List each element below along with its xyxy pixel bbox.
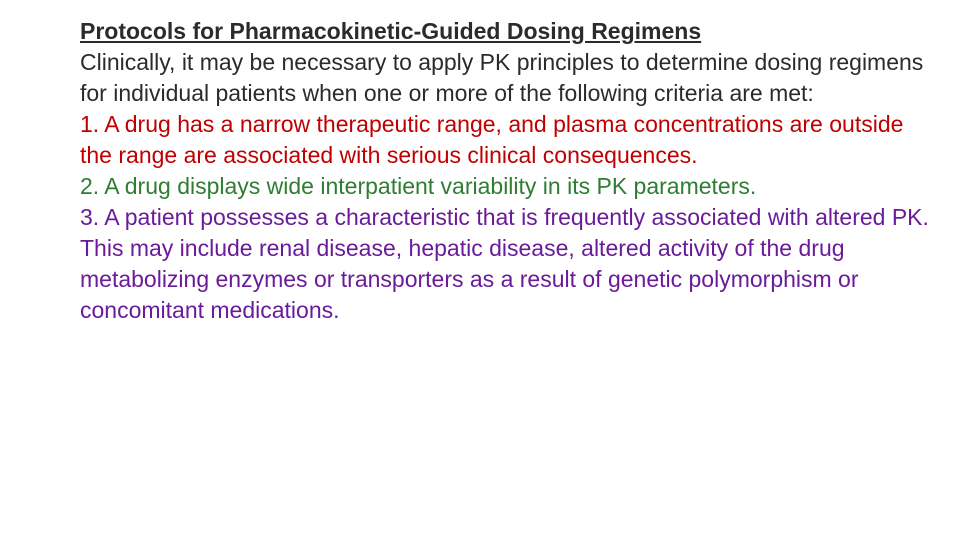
criteria-item-1: 1. A drug has a narrow therapeutic range…	[80, 111, 903, 168]
criteria-item-3: 3. A patient possesses a characteristic …	[80, 204, 929, 323]
intro-text: Clinically, it may be necessary to apply…	[80, 49, 923, 106]
slide-container: Protocols for Pharmacokinetic-Guided Dos…	[0, 0, 960, 540]
slide-title: Protocols for Pharmacokinetic-Guided Dos…	[80, 18, 701, 44]
criteria-item-2: 2. A drug displays wide interpatient var…	[80, 173, 756, 199]
